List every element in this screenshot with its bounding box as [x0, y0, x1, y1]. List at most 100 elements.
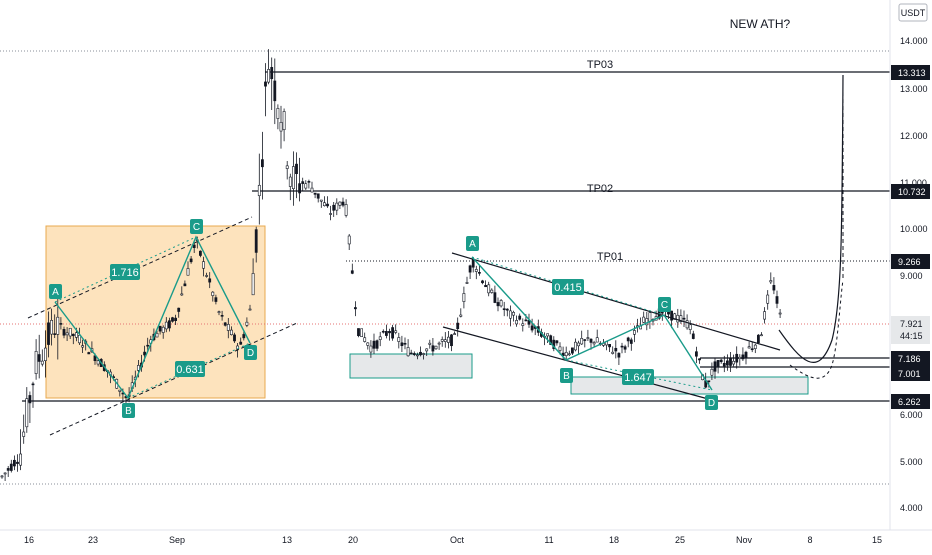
candle-body	[629, 339, 633, 344]
candle-body	[279, 121, 283, 132]
candle-body	[282, 111, 286, 130]
candle-body	[13, 459, 16, 467]
candle-body	[369, 345, 373, 353]
candle-body	[31, 383, 35, 386]
channel-lower-right	[442, 326, 713, 401]
candle-body	[409, 352, 413, 355]
badge-13313: 13.313	[898, 68, 926, 78]
y-tick: 4.000	[900, 503, 923, 513]
price-axis[interactable]: USDT 14.000 13.000 12.000 11.000 10.000 …	[889, 0, 930, 530]
candle-body	[403, 342, 407, 345]
candle-body	[288, 176, 292, 187]
currency-badge[interactable]	[898, 3, 928, 22]
candle-body	[3, 472, 7, 475]
channel-lower-left	[49, 322, 298, 436]
candle-body	[741, 354, 745, 360]
candle-body	[137, 365, 140, 371]
ratio-left-2: 0.631	[176, 364, 204, 376]
candle-body	[96, 360, 100, 365]
y-tick: 10.000	[900, 224, 928, 234]
candle-body	[43, 347, 47, 361]
candle-body	[508, 310, 512, 319]
candle-body	[301, 181, 305, 184]
candle-body	[756, 334, 760, 344]
ratio-bg-right-2	[622, 369, 654, 385]
candle-body	[59, 323, 63, 325]
candle-body	[515, 320, 519, 325]
candle-body	[177, 307, 181, 312]
ratio-bg-right-1	[552, 279, 584, 295]
candle-body	[632, 330, 636, 335]
candle-body	[642, 316, 646, 323]
candle-body	[192, 244, 196, 249]
point-c-right: C	[661, 300, 668, 311]
candle-body	[0, 475, 4, 478]
candle-body	[313, 192, 317, 195]
point-a-right: A	[469, 239, 476, 250]
candle-body	[388, 331, 391, 334]
candle-body	[316, 193, 320, 199]
candle-body	[595, 337, 599, 343]
candle-body	[422, 353, 426, 355]
candle-body	[254, 229, 258, 253]
pattern-right-labels: A B C D 0.415 1.647	[466, 236, 718, 410]
candle-body	[440, 339, 444, 342]
candle-body	[778, 312, 782, 315]
candle-body	[78, 335, 81, 344]
candle-body	[623, 346, 627, 350]
candle-body	[614, 347, 618, 352]
candle-body	[586, 337, 590, 339]
candle-body	[487, 284, 491, 294]
candle-body	[56, 316, 60, 335]
candle-body	[341, 201, 345, 206]
candle-body	[670, 310, 674, 321]
y-tick: 11.000	[900, 178, 927, 188]
candle-body	[465, 282, 469, 284]
y-tick: 14.000	[900, 36, 928, 46]
candle-body	[580, 338, 584, 345]
time-axis[interactable]: 16 23 Sep 13 20 Oct 11 18 25 Nov 8 15	[0, 529, 932, 545]
candle-body	[357, 328, 360, 337]
badge-last-price: 7.921	[900, 319, 923, 329]
x-tick: 20	[348, 535, 358, 545]
pattern-left-zigzag	[54, 235, 251, 400]
candle-body	[707, 380, 711, 383]
candle-body	[691, 333, 695, 339]
candle-body	[9, 463, 13, 471]
candle-body	[456, 322, 460, 330]
candle-body	[353, 307, 357, 310]
candle-body	[415, 354, 419, 357]
badge-bg-6262	[891, 394, 930, 409]
candle-body	[381, 330, 385, 333]
candle-body	[775, 296, 779, 304]
candle-body	[220, 315, 224, 317]
candle-body	[589, 338, 593, 343]
tp02-label: TP02	[587, 183, 613, 195]
candle-body	[344, 204, 348, 216]
candle-body	[75, 332, 78, 338]
x-tick: 8	[807, 535, 812, 545]
candle-body	[592, 342, 596, 345]
candle-body	[19, 453, 23, 466]
ratio-bg-left-2	[175, 361, 205, 377]
badge-bg-7001	[891, 366, 930, 381]
candle-body	[397, 337, 401, 342]
point-a-left: A	[52, 287, 59, 298]
x-tick: Sep	[169, 535, 185, 545]
label-bg-c-right	[658, 297, 671, 312]
ratio-left-1: 1.716	[111, 267, 139, 279]
candle-body	[378, 336, 382, 340]
candle-body	[304, 183, 308, 189]
candle-body	[453, 333, 457, 335]
badge-bg-13313	[891, 65, 930, 80]
candle-body	[493, 292, 497, 303]
candle-body	[298, 183, 302, 194]
candle-body	[747, 346, 751, 349]
candle-body	[171, 317, 174, 322]
candle-body	[143, 351, 147, 356]
candle-body	[363, 337, 367, 342]
candle-body	[205, 275, 209, 277]
badge-bg-last-price	[891, 316, 930, 344]
ratio-right-1: 0.415	[554, 282, 582, 294]
